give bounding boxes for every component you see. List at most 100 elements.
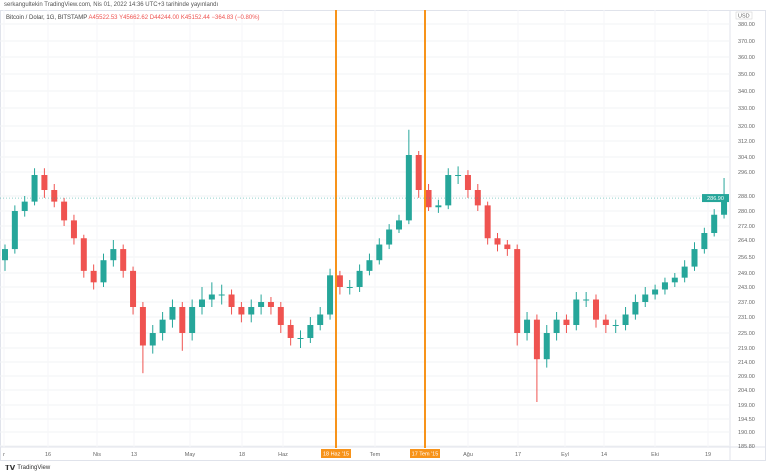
candle-body [356,270,363,287]
y-tick-label: 288.00 [738,194,755,200]
candle-body [593,299,599,320]
y-tick-label: 219.00 [738,346,755,352]
candle-body [533,319,540,360]
candle-body [376,244,383,261]
candle-body [336,275,343,287]
y-tick-label: 209.00 [738,374,755,380]
candle-body [701,233,708,250]
candle-body [583,299,590,301]
y-tick-label: 340.00 [738,89,755,95]
close-value: K45152.44 [180,15,210,21]
published-info: serkangultekin TradingView.com, Nis 01, … [4,2,219,8]
tv-logo-icon: 𝗧𝗩 [5,465,16,472]
candle-body [661,282,668,290]
candle-body [464,175,471,190]
y-tick-label: 190.00 [738,430,755,436]
candle-body [622,314,629,325]
y-tick-label: 194.50 [738,417,755,423]
y-tick-label: 264.00 [738,238,755,244]
symbol-legend: Bitcoin / Dolar, 1G, BITSTAMP A45522.53 … [6,15,260,21]
low-value: D44244.00 [149,15,180,21]
current-price-badge [702,194,729,203]
y-tick-label: 237.00 [738,300,755,306]
symbol-name: Bitcoin / Dolar, 1G, BITSTAMP [6,15,88,21]
date-marker-label: 18 Haz '15 [323,452,349,458]
candle-body [120,249,127,271]
candle-body [691,249,698,267]
candle-body [612,325,619,326]
candle-body [100,260,107,283]
candle-body [80,238,87,271]
candle-body [287,325,294,338]
y-tick-label: 204.00 [738,388,755,394]
candle-body [31,175,38,202]
y-tick-label: 243.00 [738,285,755,291]
candle-body [199,299,205,307]
currency-label: USD [738,14,750,20]
candle-body [208,294,215,300]
x-tick-label: 16 [45,452,51,458]
y-tick-label: 312.00 [738,139,755,145]
x-tick-label: May [185,452,196,458]
y-tick-label: 280.00 [738,209,755,215]
y-tick-label: 199.00 [738,403,755,409]
candle-body [248,307,255,315]
x-tick-label: 19 [705,452,711,458]
y-tick-label: 249.00 [738,271,755,277]
candle-body [455,175,462,176]
candle-body [632,302,639,315]
candle-body [90,270,97,283]
y-tick-label: 350.00 [738,72,755,78]
tradingview-logo[interactable]: 𝗧𝗩 TradingView [5,464,50,472]
candle-body [484,205,491,239]
y-tick-label: 296.00 [738,170,755,176]
candle-body [563,319,570,325]
candle-body [524,319,531,333]
currency-box [735,11,753,20]
chart-frame[interactable] [0,10,766,461]
candle-body [573,299,580,325]
x-tick-label: 18 [239,452,245,458]
candle-body [445,175,452,206]
candle-body [21,201,28,211]
candle-body [61,201,68,221]
y-tick-label: 360.00 [738,55,755,61]
y-tick-label: 185.80 [738,444,755,450]
x-tick-label: Ağu [463,452,473,458]
candle-body [317,314,324,325]
candle-body [258,302,265,307]
y-tick-label: 370.00 [738,39,755,45]
candle-body [2,249,8,261]
candle-body [435,205,442,208]
candle-body [139,307,146,346]
candle-body [228,294,235,307]
candle-body [681,266,688,278]
candle-body [543,333,550,360]
candle-body [51,190,58,202]
y-tick-label: 256.50 [738,255,755,261]
x-tick-label: 14 [601,452,607,458]
candle-body [41,175,48,190]
candle-body [425,190,432,208]
candle-body [327,275,334,315]
y-tick-label: 214.00 [738,360,755,366]
x-tick-label: r [3,452,5,458]
date-marker-badge [410,449,440,458]
candle-body [267,302,274,307]
candle-body [179,307,186,333]
candle-body [149,333,156,346]
y-tick-label: 380.00 [738,22,755,28]
candle-body [130,270,137,307]
candle-body [307,325,314,338]
candle-body [642,294,649,302]
candle-body [671,277,678,283]
x-tick-label: 17 [515,452,521,458]
candle-body [11,211,18,250]
candle-body [514,249,521,333]
candle-body [218,294,225,296]
candle-body [652,289,659,295]
y-tick-label: 330.00 [738,106,755,112]
candle-body [504,244,511,250]
candle-body [110,249,117,261]
